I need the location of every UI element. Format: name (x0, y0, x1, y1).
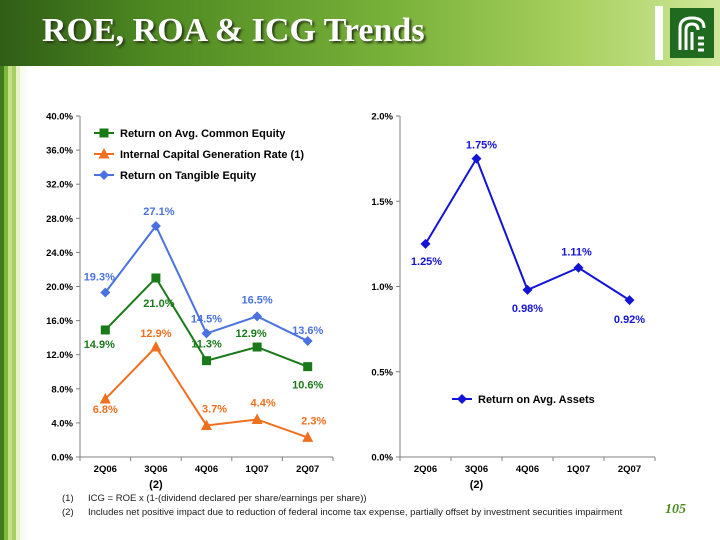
left-x-tick-label: 2Q07 (296, 464, 319, 475)
left-series-2-point (150, 341, 162, 352)
right-series-1-data-label: 0.98% (512, 303, 543, 315)
right-series-1-point (471, 153, 482, 164)
left-x-tick-label: 2Q06 (94, 464, 117, 475)
right-series-line-1 (424, 156, 631, 301)
left-series-2-point (251, 413, 263, 424)
footnote-1-number: (1) (62, 493, 74, 504)
right-series-1-data-label: 0.92% (614, 314, 645, 326)
right-y-tick-label: 1.0% (371, 282, 393, 293)
footnote-2-text: Includes net positive impact due to redu… (88, 507, 623, 518)
right-series-1-point (573, 262, 584, 273)
left-legend-label-3: Return on Tangible Equity (120, 170, 257, 182)
left-x-tick-label: 3Q06 (144, 464, 167, 475)
right-y-tick-label: 0.5% (371, 367, 393, 378)
left-legend-marker-3 (99, 170, 109, 180)
left-series-2-point (99, 393, 111, 404)
footnote-1: (1) ICG = ROE x (1-(dividend declared per… (62, 492, 622, 506)
left-y-tick-label: 12.0% (46, 350, 73, 361)
logo-dot (655, 50, 663, 58)
left-series-2-point (201, 419, 212, 430)
right-x-note-label: (2) (470, 479, 484, 491)
right-series-1-point (522, 284, 533, 295)
left-series-2-data-label: 4.4% (251, 397, 276, 409)
right-x-tick-label: 2Q07 (618, 464, 641, 475)
left-y-tick-label: 32.0% (46, 180, 73, 191)
right-y-tick-label: 2.0% (371, 112, 393, 123)
right-x-tick-label: 2Q06 (414, 464, 437, 475)
logo-bar (655, 6, 663, 60)
left-series-1-data-label: 12.9% (235, 328, 266, 340)
left-series-3-data-label: 13.6% (292, 325, 323, 337)
left-legend-label-1: Return on Avg. Common Equity (120, 128, 286, 140)
left-series-1-point (303, 362, 313, 372)
left-legend-marker-1 (99, 128, 109, 138)
right-series-1-data-label: 1.25% (411, 256, 442, 268)
left-y-tick-label: 4.0% (51, 418, 73, 429)
left-series-2-data-label: 6.8% (93, 404, 118, 416)
right-y-tick-label: 1.5% (371, 197, 393, 208)
left-series-1-data-label: 11.3% (191, 339, 222, 351)
left-series-3-point (150, 220, 161, 231)
left-series-3-data-label: 16.5% (241, 294, 272, 306)
right-series-1-data-label: 1.11% (561, 247, 592, 259)
left-y-tick-label: 8.0% (51, 384, 73, 395)
left-y-tick-label: 36.0% (46, 146, 73, 157)
left-series-3-point (201, 328, 212, 339)
right-x-tick-label: 4Q06 (516, 464, 539, 475)
left-series-2-data-label: 2.3% (301, 415, 326, 427)
left-series-2-data-label: 3.7% (202, 403, 227, 415)
right-x-tick-label: 3Q06 (465, 464, 488, 475)
left-series-1-data-label: 14.9% (84, 339, 115, 351)
left-series-1-point (252, 342, 262, 352)
footnote-2: (2) Includes net positive impact due to r… (62, 506, 622, 520)
left-y-tick-label: 0.0% (51, 453, 73, 464)
left-series-3-data-label: 14.5% (191, 313, 222, 325)
right-series-1-point (624, 295, 635, 306)
left-series-1-data-label: 10.6% (292, 380, 323, 392)
left-series-3-data-label: 19.3% (84, 271, 115, 283)
left-y-tick-label: 20.0% (46, 282, 73, 293)
left-y-tick-label: 24.0% (46, 248, 73, 259)
right-legend-marker-1 (457, 394, 467, 404)
footnotes: (1) ICG = ROE x (1-(dividend declared per… (62, 492, 622, 520)
side-stripes (0, 66, 30, 540)
left-x-tick-label: 4Q06 (195, 464, 218, 475)
left-y-tick-label: 16.0% (46, 316, 73, 327)
left-series-3-point (252, 311, 263, 322)
left-y-tick-label: 40.0% (46, 112, 73, 123)
left-series-2-point (302, 431, 314, 442)
page-number: 105 (665, 502, 686, 517)
left-series-3-point (302, 336, 313, 347)
bank-logo-icon (670, 8, 714, 58)
footnote-2-number: (2) (62, 507, 74, 518)
header-banner (0, 0, 720, 66)
right-y-tick-label: 0.0% (371, 453, 393, 464)
left-series-1-point (202, 356, 211, 366)
left-series-1-point (100, 325, 110, 335)
left-series-1-data-label: 21.0% (143, 298, 174, 310)
page-title: ROE, ROA & ICG Trends (42, 12, 425, 49)
right-x-tick-label: 1Q07 (567, 464, 590, 475)
left-series-3-point (100, 287, 111, 298)
left-legend-label-2: Internal Capital Generation Rate (1) (120, 149, 304, 161)
footnote-1-text: ICG = ROE x (1-(dividend declared per sh… (88, 493, 367, 504)
right-legend-label-1: Return on Avg. Assets (478, 394, 595, 406)
left-series-2-data-label: 12.9% (140, 328, 171, 340)
left-series-3-data-label: 27.1% (143, 206, 174, 218)
left-legend-marker-2 (98, 148, 110, 159)
right-series-1-data-label: 1.75% (466, 140, 497, 152)
left-y-tick-label: 28.0% (46, 214, 73, 225)
left-x-tick-label: 1Q07 (245, 464, 268, 475)
left-x-note-label: (2) (149, 479, 163, 491)
left-series-1-point (151, 273, 161, 283)
right-series-1-point (420, 238, 431, 249)
